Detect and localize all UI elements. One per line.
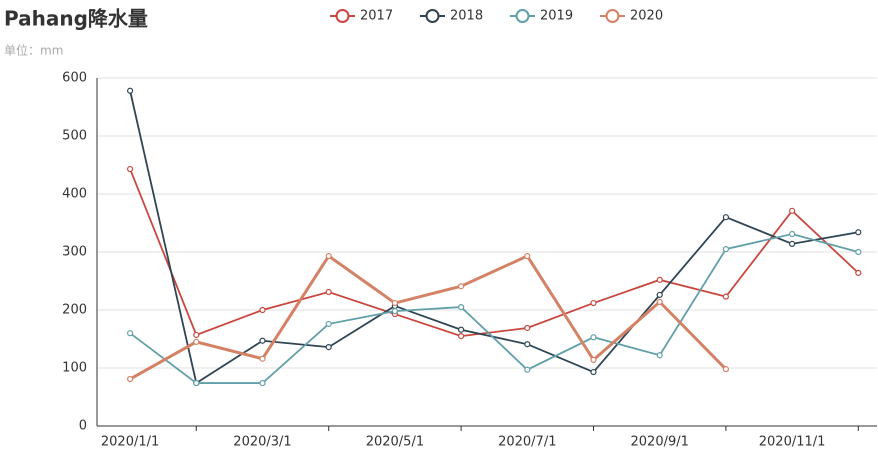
data-point: [656, 291, 663, 299]
legend-icon: [605, 9, 620, 23]
data-point: [722, 293, 730, 300]
data-point: [722, 214, 730, 221]
x-tick-label: 2020/5/1: [366, 435, 424, 450]
data-point: [259, 379, 266, 387]
legend-label: 2017: [360, 9, 393, 24]
y-tick-label: 100: [62, 361, 87, 376]
data-point: [656, 276, 663, 283]
y-tick-label: 200: [62, 303, 87, 318]
data-point: [590, 356, 597, 363]
data-point: [590, 299, 597, 307]
legend-label: 2018: [450, 9, 483, 24]
y-tick-label: 500: [62, 129, 87, 144]
legend-label: 2020: [630, 9, 663, 24]
x-tick-label: 2020/1/1: [101, 435, 159, 450]
chart-subtitle: 单位：mm: [4, 43, 63, 58]
data-point: [524, 341, 531, 348]
data-point: [590, 334, 597, 341]
legend-label: 2019: [540, 9, 573, 24]
y-tick-label: 0: [79, 419, 87, 434]
series-line: [129, 90, 859, 385]
data-point: [590, 368, 597, 376]
data-point: [722, 366, 730, 373]
data-point: [524, 366, 531, 373]
data-point: [458, 333, 465, 340]
data-point: [259, 337, 266, 344]
chart-title: Pahang降水量: [4, 7, 148, 31]
data-point: [127, 87, 134, 94]
series-line: [129, 168, 859, 338]
data-point: [325, 288, 332, 296]
x-tick-label: 2020/7/1: [498, 435, 556, 450]
data-point: [458, 304, 465, 311]
data-point: [722, 246, 730, 253]
data-point: [193, 379, 200, 387]
y-tick-label: 300: [62, 245, 87, 260]
series-line: [129, 233, 859, 384]
data-point: [325, 252, 332, 260]
series-line: [129, 253, 727, 381]
data-point: [193, 338, 200, 345]
data-point: [127, 165, 134, 173]
data-point: [524, 252, 531, 260]
data-point: [259, 355, 266, 362]
x-tick-label: 2020/3/1: [233, 435, 291, 450]
y-tick-label: 600: [62, 71, 87, 86]
data-point: [193, 331, 200, 339]
data-point: [325, 344, 332, 351]
data-point: [259, 306, 266, 314]
data-point: [458, 283, 465, 290]
data-point: [524, 324, 531, 332]
data-point: [656, 298, 663, 305]
data-point: [788, 230, 796, 238]
legend-icon: [335, 9, 350, 23]
data-point: [855, 248, 862, 256]
x-tick-label: 2020/9/1: [631, 435, 689, 450]
x-tick-label: 2020/11/1: [759, 435, 826, 450]
data-point: [788, 240, 796, 247]
legend-icon: [515, 9, 530, 23]
y-tick-label: 400: [62, 187, 87, 202]
data-point: [127, 330, 134, 337]
data-point: [788, 207, 796, 214]
data-point: [656, 352, 663, 359]
data-point: [391, 299, 398, 307]
data-point: [855, 229, 862, 236]
data-point: [127, 375, 134, 383]
data-point: [855, 269, 862, 276]
legend-icon: [425, 9, 440, 23]
data-point: [458, 326, 465, 333]
data-point: [391, 308, 398, 315]
data-point: [325, 320, 332, 328]
